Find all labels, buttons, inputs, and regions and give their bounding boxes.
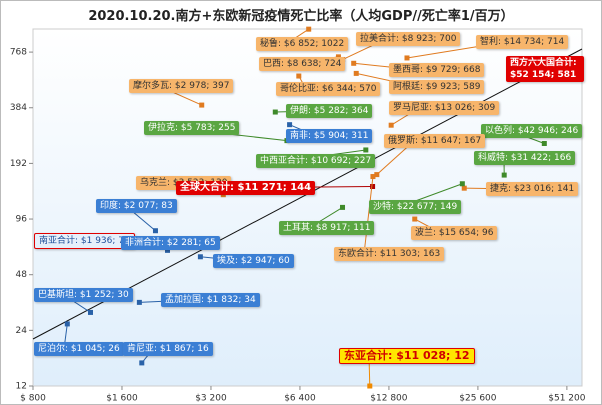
data-label: 伊朗: $5 282; 364 <box>286 104 373 118</box>
data-label: 哥伦比亚: $6 344; 570 <box>276 82 381 96</box>
x-tick-label: $51 200 <box>548 394 585 404</box>
data-label: 墨西哥: $9 729; 668 <box>389 63 485 77</box>
data-label: 巴基斯坦: $1 252; 30 <box>34 288 133 302</box>
x-tick-label: $25 600 <box>459 394 496 404</box>
data-label: 印度: $2 077; 83 <box>96 199 177 213</box>
point <box>461 185 467 191</box>
data-label: 全球大合计: $11 271; 144 <box>176 181 316 195</box>
data-label: 尼泊尔: $1 045; 26 <box>34 342 124 356</box>
point <box>87 309 93 315</box>
data-label: 以色列: $42 946; 246 <box>481 124 583 138</box>
data-label: 肯尼亚: $1 867; 16 <box>123 342 213 356</box>
x-tick-label: $6 400 <box>284 394 316 404</box>
data-label: 智利: $14 734; 714 <box>476 35 569 49</box>
data-label: 波兰: $15 654; 96 <box>411 226 498 240</box>
data-label: 南非: $5 904; 311 <box>286 129 373 143</box>
point <box>370 183 376 189</box>
point <box>374 172 380 178</box>
data-label: 南亚合计: $1 936; 71 <box>34 233 135 249</box>
point <box>287 122 293 128</box>
data-label: 伊拉克: $5 783; 255 <box>144 121 240 135</box>
point <box>152 228 158 234</box>
data-label: 秘鲁: $6 852; 1022 <box>256 37 349 51</box>
data-label: 中西亚合计: $10 692; 227 <box>256 154 376 168</box>
y-tick-label: 48 <box>16 270 28 280</box>
data-label: 非洲合计: $2 281; 65 <box>121 236 220 250</box>
data-label: 东亚合计: $11 028; 12 <box>339 348 475 364</box>
y-tick-label: 768 <box>10 48 27 58</box>
point <box>388 122 394 128</box>
point <box>412 216 418 222</box>
point <box>139 360 145 366</box>
data-label: 科威特: $31 422; 166 <box>474 151 576 165</box>
point <box>64 321 70 327</box>
point <box>363 147 369 153</box>
data-label: 西方六大国合计: $52 154; 581 <box>506 56 584 82</box>
x-tick-label: $3 200 <box>195 394 227 404</box>
data-label: 土耳其: $8 917; 111 <box>279 221 375 235</box>
point <box>501 172 507 178</box>
x-tick-label: $1 600 <box>106 394 138 404</box>
data-label: 罗马尼亚: $13 026; 309 <box>389 101 500 115</box>
data-label: 巴西: $8 638; 724 <box>259 57 346 71</box>
leader-line <box>363 176 374 255</box>
point <box>351 60 357 66</box>
point <box>541 141 547 147</box>
data-label: 东欧合计: $11 303; 163 <box>334 247 445 261</box>
data-label: 埃及: $2 947; 60 <box>213 254 294 268</box>
chart-title: 2020.10.20.南方+东欧新冠疫情死亡比率（人均GDP//死亡率1/百万） <box>88 9 514 24</box>
data-label: 沙特: $22 677; 149 <box>369 200 462 214</box>
point <box>340 204 346 210</box>
y-tick-label: 384 <box>10 103 27 113</box>
point <box>197 254 203 260</box>
point <box>272 109 278 115</box>
point <box>370 174 376 180</box>
point <box>296 73 302 79</box>
data-label: 阿根廷: $9 923; 589 <box>389 80 485 94</box>
data-label: 捷克: $23 016; 141 <box>486 182 579 196</box>
point <box>136 299 142 305</box>
data-label: 俄罗斯: $11 647; 167 <box>384 134 486 148</box>
point <box>165 247 171 253</box>
y-tick-label: 192 <box>10 159 27 169</box>
y-tick-label: 12 <box>16 382 27 392</box>
y-tick-label: 96 <box>16 215 28 225</box>
y-tick-label: 24 <box>16 326 28 336</box>
x-tick-label: $ 800 <box>20 394 46 404</box>
point <box>459 181 465 187</box>
point <box>367 383 373 389</box>
data-label: 摩尔多瓦: $2 978; 397 <box>129 79 234 93</box>
point <box>199 102 205 108</box>
point <box>404 55 410 61</box>
data-label: 孟加拉国: $1 832; 34 <box>161 293 260 307</box>
x-tick-label: $12 800 <box>370 394 407 404</box>
point <box>353 70 359 76</box>
point <box>335 54 341 60</box>
data-label: 拉美合计: $8 923; 700 <box>356 32 461 46</box>
point <box>306 26 312 32</box>
